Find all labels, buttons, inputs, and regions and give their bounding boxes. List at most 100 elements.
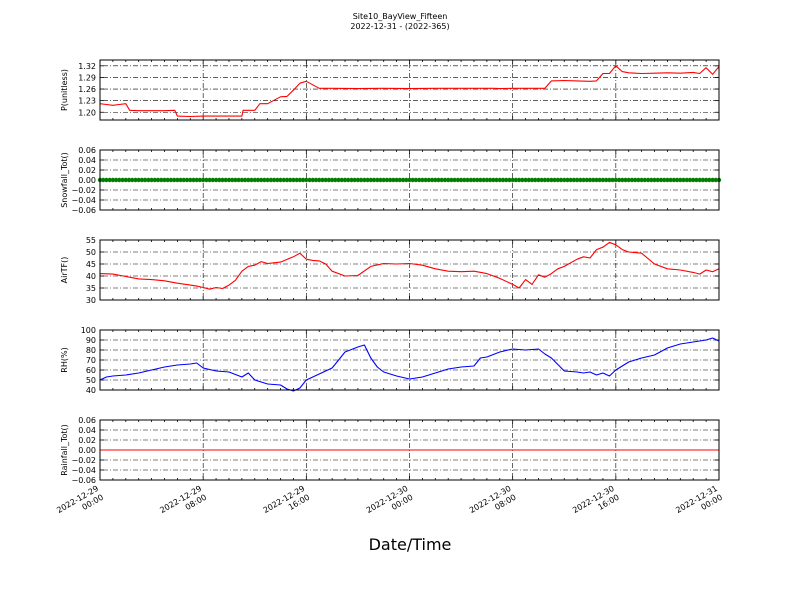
data-point xyxy=(578,177,583,183)
y-tick-label: 0.06 xyxy=(78,146,96,155)
data-point xyxy=(642,177,647,183)
data-point xyxy=(494,177,499,183)
y-tick-label: 35 xyxy=(86,284,96,293)
data-point xyxy=(110,177,116,183)
data-point xyxy=(252,177,257,183)
data-point xyxy=(304,177,309,183)
data-point xyxy=(539,177,544,183)
x-tick-labels: 2022-12-2900:00 2022-12-2908:00 2022-12-29… xyxy=(55,484,724,524)
data-point xyxy=(175,177,180,183)
data-point xyxy=(413,177,419,183)
data-point xyxy=(687,177,693,183)
data-point xyxy=(349,177,354,183)
data-point xyxy=(265,177,270,183)
data-point xyxy=(555,177,560,183)
data-point xyxy=(201,177,206,183)
data-point xyxy=(213,177,219,183)
axes-frame xyxy=(99,149,720,211)
data-point xyxy=(584,177,589,183)
data-point xyxy=(210,177,215,183)
y-tick-label: 50 xyxy=(86,248,96,257)
data-point xyxy=(568,177,573,183)
axes-frame xyxy=(99,329,720,391)
data-point xyxy=(423,177,428,183)
y-tick-label: 50 xyxy=(86,376,96,385)
panel-5: 0.060.040.020.00−0.02−0.04−0.06Rainfall_… xyxy=(60,416,720,485)
data-point xyxy=(239,177,245,183)
data-point xyxy=(626,177,631,183)
data-point xyxy=(294,177,299,183)
data-point xyxy=(671,177,677,183)
data-point xyxy=(368,177,373,183)
y-tick-label: −0.04 xyxy=(71,196,96,205)
data-point xyxy=(217,177,222,183)
data-point xyxy=(468,177,473,183)
data-point xyxy=(465,177,470,183)
data-point xyxy=(558,177,564,183)
data-point xyxy=(594,177,599,183)
data-point xyxy=(710,177,715,183)
data-point xyxy=(107,177,112,183)
data-point xyxy=(159,177,164,183)
data-point xyxy=(226,177,232,183)
data-point xyxy=(533,177,538,183)
data-point xyxy=(188,177,193,183)
data-point xyxy=(497,177,502,183)
data-point xyxy=(587,177,593,183)
data-point xyxy=(610,177,615,183)
panel-3: 30 35 40 45 50 55 AirTF() xyxy=(60,236,720,305)
data-point xyxy=(291,177,296,183)
data-point xyxy=(536,177,541,183)
x-axis-label: Date/Time xyxy=(369,535,452,554)
y-axis-label: RH(%) xyxy=(60,347,69,372)
data-point xyxy=(684,177,689,183)
data-point xyxy=(442,177,448,183)
data-point xyxy=(259,177,264,183)
x-tick-label: 2022-12-3100:00 xyxy=(674,484,724,524)
data-point xyxy=(604,177,609,183)
y-tick-label: 70 xyxy=(86,356,96,365)
data-point xyxy=(242,177,248,183)
y-tick-label: 1.32 xyxy=(78,62,96,71)
data-point xyxy=(665,177,670,183)
data-point xyxy=(375,177,380,183)
data-point xyxy=(104,177,109,183)
y-tick-label: 1.23 xyxy=(78,97,96,106)
data-point xyxy=(613,177,618,183)
data-point xyxy=(342,177,348,183)
data-point xyxy=(707,177,712,183)
data-point xyxy=(233,177,238,183)
data-point xyxy=(371,177,377,183)
data-point xyxy=(620,177,625,183)
data-point xyxy=(420,177,425,183)
data-point xyxy=(678,177,683,183)
data-point xyxy=(142,177,148,183)
data-point xyxy=(178,177,183,183)
data-point xyxy=(384,177,390,183)
data-point xyxy=(362,177,367,183)
data-point xyxy=(255,177,261,183)
data-point xyxy=(326,177,332,183)
data-point xyxy=(249,177,254,183)
data-point xyxy=(400,177,406,183)
data-point xyxy=(475,177,480,183)
data-point xyxy=(339,177,344,183)
data-point xyxy=(162,177,167,183)
data-point xyxy=(516,177,522,183)
y-tick-label: 0.04 xyxy=(78,426,96,435)
data-point xyxy=(703,177,709,183)
data-point xyxy=(333,177,338,183)
data-point xyxy=(336,177,341,183)
data-point xyxy=(645,177,651,183)
data-point xyxy=(197,177,203,183)
data-point xyxy=(394,177,399,183)
data-point xyxy=(439,177,444,183)
data-point xyxy=(662,177,667,183)
data-point xyxy=(358,177,364,183)
y-tick-label: 0.00 xyxy=(78,176,96,185)
data-point xyxy=(429,177,435,183)
data-point xyxy=(397,177,402,183)
data-point xyxy=(446,177,451,183)
data-point xyxy=(136,177,141,183)
